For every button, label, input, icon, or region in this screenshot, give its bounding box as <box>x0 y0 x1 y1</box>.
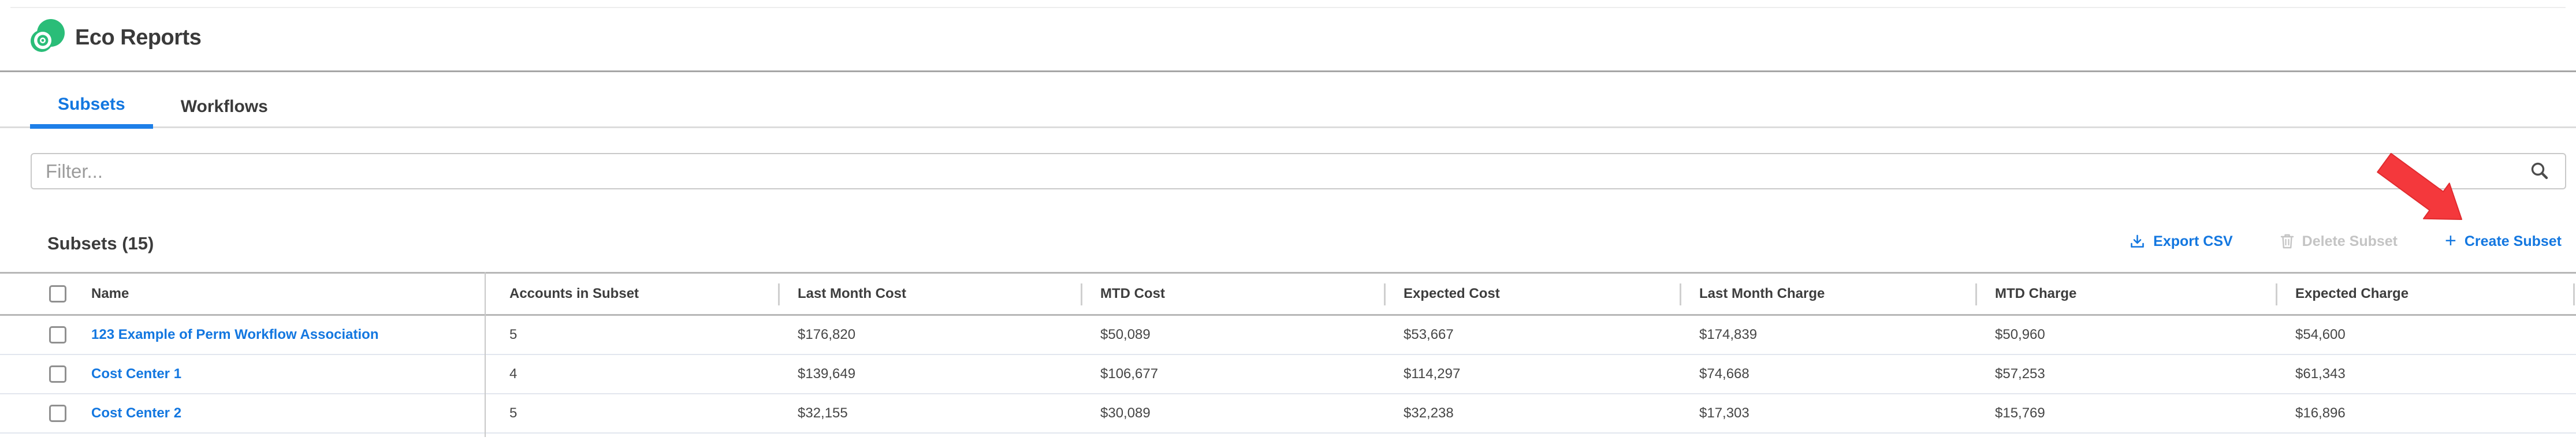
toolbar-actions: Export CSV Delete Subset + Create Subset <box>2130 230 2562 253</box>
tabbar-bottom-border <box>0 126 2576 128</box>
accounts-cell: 5 <box>509 405 518 421</box>
column-header-expected-cost[interactable]: Expected Cost <box>1384 274 1680 314</box>
mtd-cost-cell: $50,089 <box>1100 327 1151 342</box>
expected-charge-cell: $54,600 <box>2295 327 2346 342</box>
subsets-table: Name Accounts in Subset Last Month Cost … <box>0 272 2576 437</box>
tab-workflows[interactable]: Workflows <box>180 96 268 116</box>
delete-subset-button[interactable]: Delete Subset <box>2280 233 2398 250</box>
row-checkbox[interactable] <box>49 405 66 422</box>
trash-icon <box>2280 233 2294 249</box>
download-icon <box>2130 234 2145 249</box>
expected-charge-cell: $16,896 <box>2295 405 2346 421</box>
column-header-mtd-charge[interactable]: MTD Charge <box>1975 274 2276 314</box>
mtd-charge-cell: $57,253 <box>1995 366 2045 382</box>
create-subset-button[interactable]: + Create Subset <box>2445 229 2562 252</box>
eco-logo-icon <box>31 19 65 52</box>
export-csv-label: Export CSV <box>2153 233 2233 249</box>
delete-subset-label: Delete Subset <box>2302 233 2398 249</box>
column-header-expected-charge[interactable]: Expected Charge <box>2276 274 2576 314</box>
create-subset-label: Create Subset <box>2464 233 2562 249</box>
table-row: Cost Center 2 5 $32,155 $30,089 $32,238 … <box>0 394 2576 434</box>
last-month-charge-cell: $17,303 <box>1699 405 1749 421</box>
accounts-cell: 4 <box>509 366 518 382</box>
column-header-last-month-cost[interactable]: Last Month Cost <box>778 274 1081 314</box>
select-all-checkbox[interactable] <box>49 285 66 303</box>
expected-cost-cell: $114,297 <box>1404 366 1461 382</box>
table-header-row: Name Accounts in Subset Last Month Cost … <box>0 272 2576 316</box>
expected-cost-cell: $53,667 <box>1404 327 1454 342</box>
mtd-cost-cell: $106,677 <box>1100 366 1159 382</box>
subset-name-link[interactable]: Cost Center 1 <box>91 366 182 382</box>
mtd-cost-cell: $30,089 <box>1100 405 1151 421</box>
tab-subsets[interactable]: Subsets <box>30 84 153 129</box>
last-month-cost-cell: $176,820 <box>798 327 856 342</box>
mtd-charge-cell: $15,769 <box>1995 405 2045 421</box>
mtd-charge-cell: $50,960 <box>1995 327 2045 342</box>
table-row: Cost Center 1 4 $139,649 $106,677 $114,2… <box>0 355 2576 394</box>
filter-field-wrapper <box>31 153 2566 189</box>
row-checkbox[interactable] <box>49 365 66 383</box>
table-body: 123 Example of Perm Workflow Association… <box>0 316 2576 434</box>
subset-name-link[interactable]: 123 Example of Perm Workflow Association <box>91 327 379 342</box>
column-header-mtd-cost[interactable]: MTD Cost <box>1081 274 1384 314</box>
column-header-accounts-in-subset[interactable]: Accounts in Subset <box>509 286 639 301</box>
page-top-divider <box>10 7 2566 8</box>
header-divider <box>0 70 2576 72</box>
page-title: Eco Reports <box>75 25 202 50</box>
column-header-last-month-charge[interactable]: Last Month Charge <box>1680 274 1975 314</box>
plus-icon: + <box>2445 229 2456 252</box>
last-month-charge-cell: $174,839 <box>1699 327 1758 342</box>
red-arrow-annotation <box>2377 152 2462 220</box>
pinned-column-divider <box>485 272 486 437</box>
export-csv-button[interactable]: Export CSV <box>2130 233 2233 250</box>
tab-bar: Subsets Workflows <box>30 84 296 129</box>
filter-input[interactable] <box>31 153 2566 189</box>
accounts-cell: 5 <box>509 327 518 342</box>
last-month-charge-cell: $74,668 <box>1699 366 1749 382</box>
section-title: Subsets (15) <box>47 233 154 253</box>
expected-cost-cell: $32,238 <box>1404 405 1454 421</box>
expected-charge-cell: $61,343 <box>2295 366 2346 382</box>
table-row: 123 Example of Perm Workflow Association… <box>0 316 2576 355</box>
row-checkbox[interactable] <box>49 326 66 344</box>
column-header-name[interactable]: Name <box>0 274 485 314</box>
last-month-cost-cell: $32,155 <box>798 405 848 421</box>
search-icon <box>2531 162 2548 180</box>
subset-name-link[interactable]: Cost Center 2 <box>91 405 182 421</box>
last-month-cost-cell: $139,649 <box>798 366 856 382</box>
